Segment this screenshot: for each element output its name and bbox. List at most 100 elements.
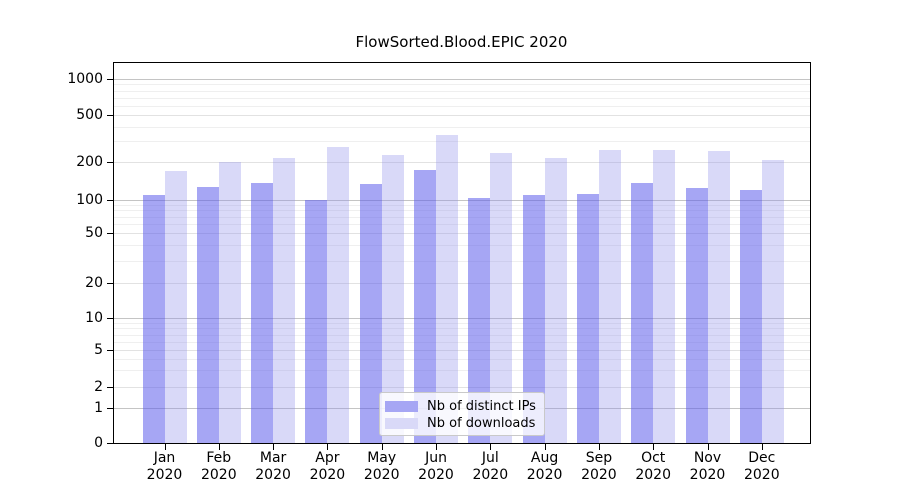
y-tick-100 (107, 199, 113, 201)
gridline-300 (114, 141, 810, 143)
gridline-800 (114, 90, 810, 92)
month-year: 2020 (689, 467, 726, 483)
y-tick-label-5: 5 (94, 342, 103, 358)
bar-downloads-may (381, 154, 404, 443)
x-tick-label-feb: Feb 2020 (187, 450, 251, 484)
bar-ips-mar (251, 183, 274, 443)
month-name: Jul (481, 450, 499, 466)
legend-label-downloads: Nb of downloads (427, 415, 536, 431)
gridline-60 (114, 224, 810, 226)
gridline-2 (114, 386, 810, 388)
chart-title: FlowSorted.Blood.EPIC 2020 (355, 33, 568, 51)
month-name: Jun (425, 450, 447, 466)
bar-ips-jul (468, 197, 491, 443)
bar-ips-apr (305, 199, 328, 443)
y-tick-500 (107, 115, 113, 117)
legend-swatch-distinct-ips (385, 400, 418, 412)
y-tick-label-50: 50 (85, 225, 103, 241)
month-year: 2020 (146, 467, 183, 483)
x-tick-label-mar: Mar 2020 (241, 450, 305, 484)
x-tick-mar (273, 444, 275, 450)
x-tick-apr (327, 444, 329, 450)
bar-downloads-mar (273, 158, 296, 443)
gridline-50 (114, 233, 810, 234)
gridline-4 (114, 358, 810, 360)
month-name: Apr (315, 450, 340, 466)
y-tick-10 (107, 318, 113, 319)
x-tick-label-aug: Aug 2020 (513, 450, 577, 484)
bar-ips-may (359, 184, 382, 443)
x-tick-label-dec: Dec 2020 (730, 450, 794, 484)
x-tick-label-jul: Jul 2020 (458, 450, 522, 484)
month-name: Jan (153, 450, 176, 466)
gridline-700 (114, 97, 810, 99)
y-tick-label-10: 10 (85, 310, 103, 326)
month-name: May (367, 450, 397, 466)
month-name: Sep (585, 450, 613, 466)
bar-ips-jan (142, 195, 165, 443)
month-year: 2020 (255, 467, 291, 483)
x-tick-nov (707, 444, 709, 450)
x-tick-label-apr: Apr 2020 (295, 450, 359, 484)
gridline-400 (114, 126, 810, 128)
y-tick-5 (107, 350, 113, 351)
gridline-80 (114, 210, 810, 212)
y-tick-label-500: 500 (76, 107, 103, 124)
month-year: 2020 (418, 467, 454, 483)
gridline-70 (114, 216, 810, 218)
month-year: 2020 (743, 467, 780, 483)
x-tick-label-sep: Sep 2020 (567, 450, 631, 484)
y-tick-label-2: 2 (94, 378, 103, 395)
x-tick-jun (436, 444, 437, 450)
bar-downloads-apr (327, 146, 350, 443)
gridline-6 (114, 341, 810, 343)
x-tick-label-nov: Nov 2020 (676, 450, 740, 484)
legend-item-distinct-ips: Nb of distinct IPs (385, 398, 536, 414)
bar-downloads-oct (653, 149, 676, 443)
bar-ips-oct (631, 182, 654, 443)
y-tick-50 (107, 233, 113, 234)
x-tick-dec (761, 444, 763, 450)
bar-ips-sep (576, 194, 599, 443)
month-year: 2020 (581, 467, 617, 483)
bar-ips-aug (522, 195, 545, 443)
bar-downloads-feb (218, 161, 241, 443)
gridline-9 (114, 322, 810, 324)
x-tick-jan (164, 444, 166, 450)
gridline-90 (114, 204, 810, 206)
gridline-900 (114, 84, 810, 86)
bar-ips-jun (414, 170, 436, 443)
y-tick-1 (107, 407, 113, 409)
month-year: 2020 (363, 467, 400, 483)
x-tick-label-oct: Oct 2020 (621, 450, 685, 484)
y-tick-label-1000: 1000 (67, 70, 103, 87)
y-tick-label-0: 0 (94, 435, 103, 451)
gridline-7 (114, 334, 810, 336)
x-tick-feb (218, 444, 220, 450)
y-tick-label-1: 1 (94, 399, 103, 416)
bar-ips-feb (196, 187, 219, 443)
bar-downloads-sep (598, 149, 621, 443)
gridline-40 (114, 245, 810, 247)
x-tick-aug (544, 444, 546, 450)
month-year: 2020 (309, 467, 346, 483)
gridline-100 (114, 199, 810, 201)
month-name: Mar (259, 450, 287, 466)
y-tick-0 (107, 443, 113, 444)
gridline-30 (114, 260, 810, 262)
month-year: 2020 (472, 467, 509, 483)
bar-downloads-nov (707, 151, 730, 443)
bar-downloads-jun (436, 135, 458, 443)
bar-ips-dec (739, 189, 762, 443)
y-tick-2 (107, 386, 113, 388)
y-tick-200 (107, 162, 113, 163)
month-name: Feb (206, 450, 232, 466)
bar-ips-nov (685, 187, 708, 443)
bar-downloads-jul (490, 153, 513, 443)
x-tick-label-jun: Jun 2020 (404, 450, 468, 484)
legend: Nb of distinct IPs Nb of downloads (379, 392, 545, 436)
gridline-1000 (114, 78, 810, 80)
x-tick-sep (598, 444, 600, 450)
month-year: 2020 (200, 467, 237, 483)
